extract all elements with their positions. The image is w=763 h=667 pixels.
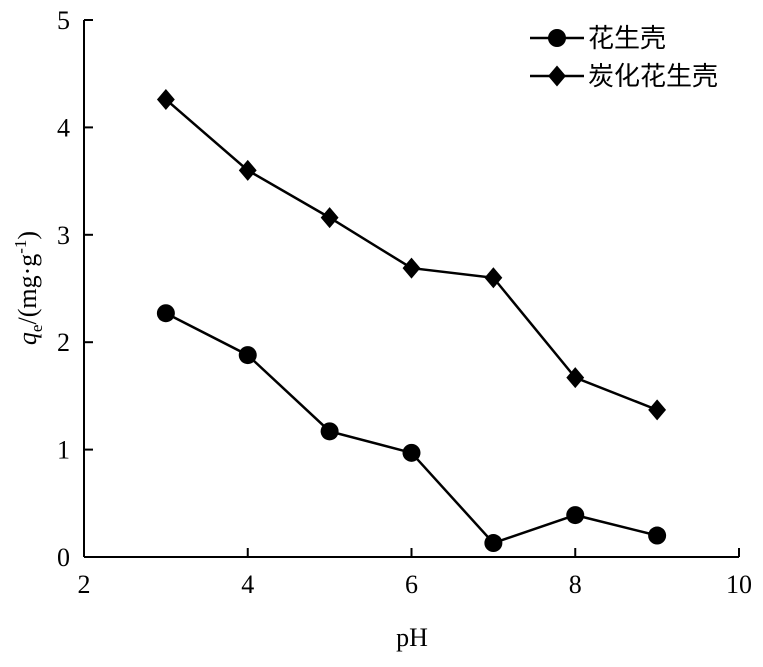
series-1-point <box>238 346 257 365</box>
series-2-point <box>402 257 421 279</box>
series-1-point <box>320 422 339 441</box>
x-tick-label: 10 <box>726 570 752 599</box>
y-axis-title-subscript: e <box>27 325 46 333</box>
x-tick-label: 6 <box>405 570 418 599</box>
legend-item: 花生壳 <box>530 24 666 54</box>
y-tick-label: 0 <box>57 543 70 572</box>
y-axis-title-unit: /(mg·g <box>13 254 42 325</box>
series-1-point <box>566 506 585 525</box>
series-1-line <box>165 312 658 545</box>
legend-item: 炭化花生壳 <box>530 62 718 92</box>
y-axis-title-close: ) <box>13 231 42 240</box>
legend-label: 花生壳 <box>588 24 666 54</box>
series-2-line <box>165 98 658 412</box>
x-ticks: 2 4 6 8 10 <box>78 548 752 599</box>
y-tick-label: 4 <box>57 113 70 142</box>
series-layer <box>156 88 667 553</box>
series-2-point <box>484 267 503 289</box>
y-axis-title-symbol: q <box>13 332 42 345</box>
plot-area: 2 4 6 8 10 0 1 2 3 4 5 <box>57 6 752 599</box>
y-axis-title-superscript: -1 <box>11 240 30 254</box>
x-axis-title: pH <box>396 623 428 652</box>
y-ticks: 0 1 2 3 4 5 <box>57 6 93 572</box>
y-axis-title: qe/(mg·g-1) <box>11 231 46 345</box>
series-2-point <box>320 207 339 229</box>
y-tick-label: 1 <box>57 436 70 465</box>
legend-marker <box>548 65 566 87</box>
x-tick-label: 4 <box>241 570 254 599</box>
series-1-point <box>648 526 667 545</box>
series-1 <box>156 304 667 553</box>
legend-label: 炭化花生壳 <box>588 62 718 92</box>
y-tick-label: 2 <box>57 328 70 357</box>
series-1-point <box>484 534 503 553</box>
x-tick-label: 8 <box>569 570 582 599</box>
series-2-point <box>566 367 585 389</box>
legend-marker <box>548 29 566 47</box>
series-2-point <box>648 399 667 421</box>
x-tick-label: 2 <box>78 570 91 599</box>
series-2-point <box>238 159 257 181</box>
y-tick-label: 5 <box>57 6 70 35</box>
series-2-point <box>156 88 175 110</box>
series-1-point <box>402 443 421 462</box>
y-tick-label: 3 <box>57 221 70 250</box>
series-1-point <box>156 304 175 323</box>
series-2 <box>156 88 667 421</box>
